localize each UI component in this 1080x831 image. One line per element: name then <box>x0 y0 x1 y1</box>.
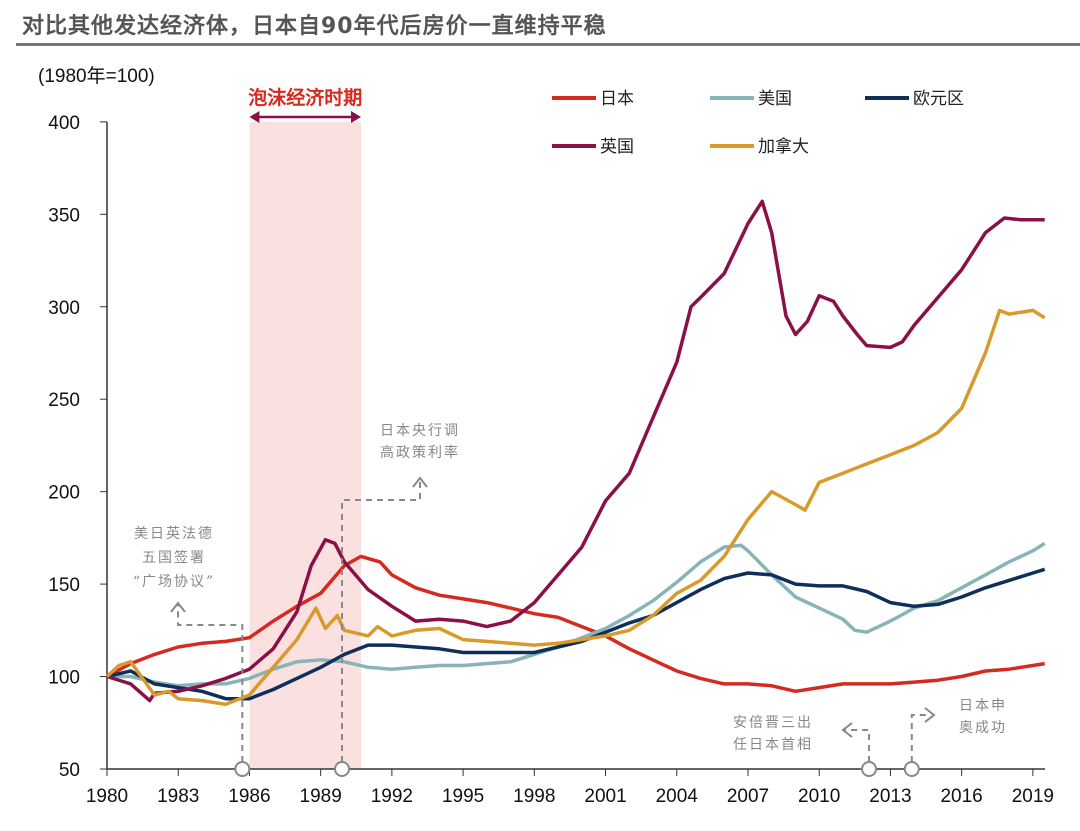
event-marker <box>334 761 351 777</box>
y-tick-label: 350 <box>48 205 80 226</box>
series-line-3 <box>106 199 1045 703</box>
annotation-text: 高政策利率 <box>380 444 460 461</box>
x-tick-label: 1986 <box>228 786 270 807</box>
x-tick-label: 1992 <box>371 786 413 807</box>
event-marker <box>234 761 251 777</box>
x-tick-label: 1995 <box>442 786 484 807</box>
y-tick-label: 300 <box>48 298 80 319</box>
boj-leader <box>341 480 421 762</box>
series-line-0 <box>106 554 1045 694</box>
series-line-1 <box>107 541 1046 688</box>
annotation-text: 安倍晋三出 <box>733 715 813 731</box>
annotation-text: 奥成功 <box>959 719 1007 736</box>
up-arrow-icon <box>170 601 186 613</box>
x-tick-label: 2004 <box>656 786 699 807</box>
y-tick-label: 150 <box>48 575 80 596</box>
annotation-text: 日本央行调 <box>380 423 460 439</box>
event-marker <box>861 761 878 777</box>
legend-label: 加拿大 <box>758 136 809 157</box>
y-tick-label: 200 <box>48 483 80 504</box>
annotation-text: 美日英法德 <box>134 525 214 542</box>
unit-label: (1980年=100) <box>38 65 155 87</box>
olympics-leader <box>910 714 928 762</box>
chart-title: 对比其他发达经济体，日本自90年代后房价一直维持平稳 <box>22 14 607 39</box>
abe-leader <box>845 729 871 762</box>
title-rule <box>16 43 1080 46</box>
y-tick-label: 100 <box>48 668 80 689</box>
x-tick-label: 2016 <box>940 786 982 807</box>
left-arrow-icon <box>841 722 853 738</box>
x-tick-label: 2007 <box>727 786 769 807</box>
right-arrow-icon <box>924 707 936 723</box>
up-arrow-icon <box>412 476 428 488</box>
legend-label: 欧元区 <box>913 89 964 109</box>
y-tick-label: 250 <box>48 390 80 411</box>
annotation-text: 日本申 <box>959 698 1007 714</box>
bubble-period-label: 泡沫经济时期 <box>248 86 362 109</box>
legend-label: 美国 <box>758 89 792 109</box>
plaza-leader <box>177 605 244 762</box>
annotation-text: “广场协议” <box>133 574 215 590</box>
x-tick-label: 2001 <box>584 786 626 807</box>
series-line-2 <box>106 567 1046 701</box>
annotation-text: 五国签署 <box>142 549 206 566</box>
y-tick-label: 400 <box>48 113 80 134</box>
annotation-text: 任日本首相 <box>733 737 813 753</box>
x-tick-label: 1989 <box>300 786 342 807</box>
x-tick-label: 2019 <box>1012 786 1054 807</box>
x-tick-label: 1998 <box>513 786 555 807</box>
x-tick-label: 1980 <box>86 786 128 807</box>
x-tick-label: 2013 <box>869 786 911 807</box>
y-tick-label: 50 <box>59 760 80 781</box>
event-marker <box>903 761 920 777</box>
legend-label: 英国 <box>600 137 634 157</box>
legend-label: 日本 <box>600 89 634 109</box>
series-line-4 <box>105 308 1046 707</box>
x-tick-label: 1983 <box>157 786 199 807</box>
x-tick-label: 2010 <box>798 786 840 807</box>
